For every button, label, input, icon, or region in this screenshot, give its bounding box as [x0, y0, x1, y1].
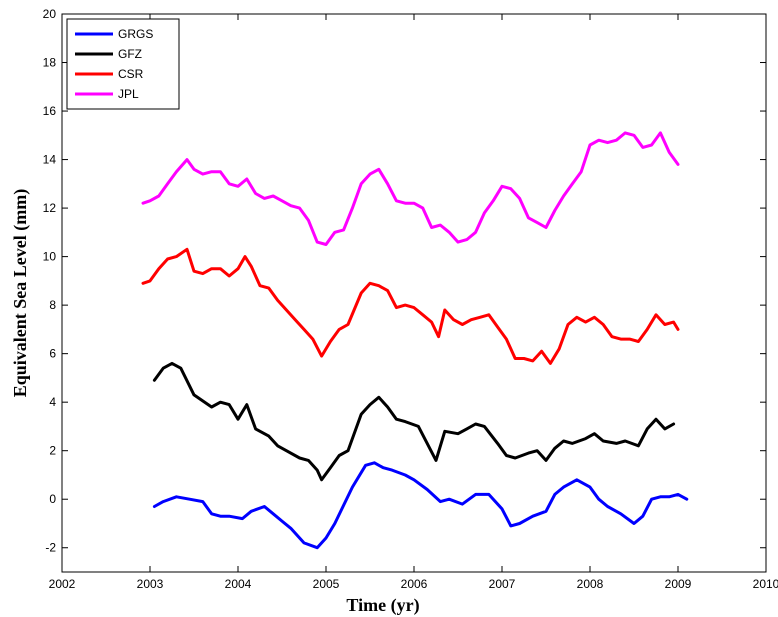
y-tick-label: 2 [49, 444, 56, 458]
series-lines [141, 131, 689, 550]
x-tick-label: 2005 [313, 577, 340, 591]
y-axis: -2 0 2 4 6 8 10 12 14 16 18 20 [43, 7, 766, 555]
x-tick-label: 2009 [665, 577, 692, 591]
x-tick-label: 2006 [401, 577, 428, 591]
x-tick-label: 2008 [577, 577, 604, 591]
y-tick-label: 8 [49, 298, 56, 312]
y-tick-label: 4 [49, 395, 56, 409]
y-tick-label: 14 [43, 153, 57, 167]
y-axis-title: Equivalent Sea Level (mm) [10, 189, 31, 398]
y-tick-label: 0 [49, 492, 56, 506]
legend-label-jpl: JPL [118, 87, 139, 101]
y-tick-label: 6 [49, 347, 56, 361]
legend: GRGS GFZ CSR JPL [66, 18, 180, 110]
series-line-jpl [141, 131, 680, 246]
y-tick-label: 18 [43, 56, 57, 70]
x-tick-label: 2002 [49, 577, 76, 591]
y-tick-label: 12 [43, 201, 57, 215]
x-tick-label: 2003 [137, 577, 164, 591]
x-tick-label: 2004 [225, 577, 252, 591]
x-tick-label: 2007 [489, 577, 516, 591]
x-tick-label: 2010 [753, 577, 778, 591]
series-line-gfz [152, 361, 676, 482]
x-axis-title: Time (yr) [346, 595, 419, 616]
series-line-csr [141, 247, 680, 365]
series-line-grgs [152, 461, 689, 550]
y-tick-label: -2 [45, 541, 56, 555]
legend-label-gfz: GFZ [118, 47, 142, 61]
legend-label-grgs: GRGS [118, 27, 153, 41]
y-tick-label: 10 [43, 250, 57, 264]
y-tick-label: 20 [43, 7, 57, 21]
y-tick-label: 16 [43, 104, 57, 118]
x-axis: 2002 2003 2004 2005 2006 2007 2008 2009 2010 [49, 14, 778, 591]
legend-label-csr: CSR [118, 67, 144, 81]
